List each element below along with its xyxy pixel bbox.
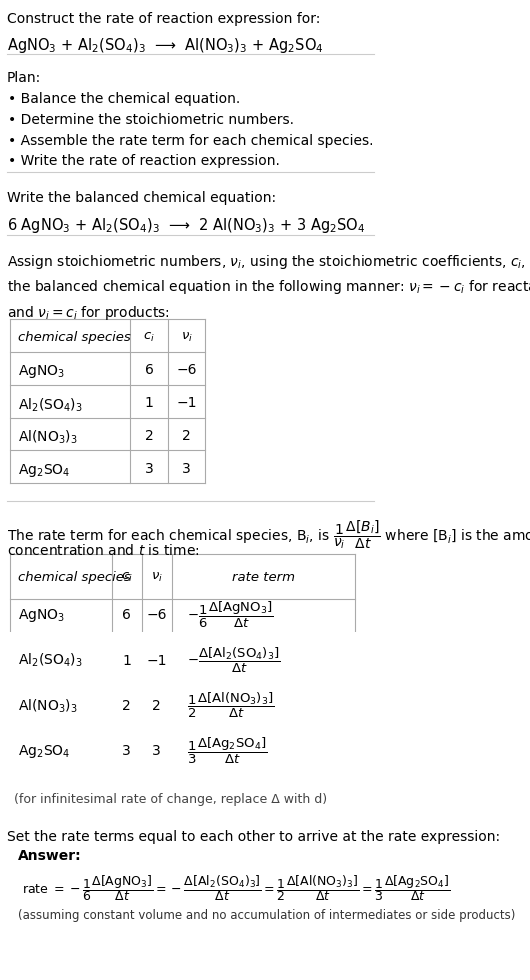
Text: $\nu_i$: $\nu_i$ (181, 330, 192, 344)
Text: AgNO$_3$: AgNO$_3$ (18, 607, 65, 623)
Text: Write the balanced chemical equation:: Write the balanced chemical equation: (6, 191, 276, 205)
Text: Ag$_2$SO$_4$: Ag$_2$SO$_4$ (18, 462, 70, 478)
Text: chemical species: chemical species (18, 330, 130, 344)
Text: $-\dfrac{1}{6}\dfrac{\Delta[\mathrm{AgNO_3}]}{\Delta t}$: $-\dfrac{1}{6}\dfrac{\Delta[\mathrm{AgNO… (187, 600, 273, 630)
Text: 3: 3 (122, 744, 131, 759)
Text: −1: −1 (176, 396, 197, 411)
Text: (for infinitesimal rate of change, replace Δ with d): (for infinitesimal rate of change, repla… (14, 793, 327, 806)
Text: chemical species: chemical species (18, 571, 130, 584)
Text: 3: 3 (145, 462, 153, 475)
Text: Al$_2$(SO$_4$)$_3$: Al$_2$(SO$_4$)$_3$ (18, 396, 83, 414)
Text: Al(NO$_3$)$_3$: Al(NO$_3$)$_3$ (18, 697, 77, 714)
Text: Al(NO$_3$)$_3$: Al(NO$_3$)$_3$ (18, 429, 77, 446)
Text: $c_i$: $c_i$ (121, 571, 132, 584)
Text: $\dfrac{1}{2}\dfrac{\Delta[\mathrm{Al(NO_3)_3}]}{\Delta t}$: $\dfrac{1}{2}\dfrac{\Delta[\mathrm{Al(NO… (187, 691, 274, 720)
Text: concentration and $t$ is time:: concentration and $t$ is time: (6, 544, 199, 559)
Text: 2: 2 (182, 429, 191, 443)
Text: AgNO$_3$ + Al$_2$(SO$_4$)$_3$  ⟶  Al(NO$_3$)$_3$ + Ag$_2$SO$_4$: AgNO$_3$ + Al$_2$(SO$_4$)$_3$ ⟶ Al(NO$_3… (6, 36, 323, 55)
Text: Al$_2$(SO$_4$)$_3$: Al$_2$(SO$_4$)$_3$ (18, 652, 83, 669)
Text: 6: 6 (122, 609, 131, 622)
Text: Construct the rate of reaction expression for:: Construct the rate of reaction expressio… (6, 12, 320, 26)
Text: 2: 2 (145, 429, 153, 443)
FancyBboxPatch shape (5, 840, 376, 933)
Text: AgNO$_3$: AgNO$_3$ (18, 364, 65, 380)
Text: • Determine the stoichiometric numbers.: • Determine the stoichiometric numbers. (8, 113, 294, 127)
Text: $c_i$: $c_i$ (143, 330, 155, 344)
Text: −6: −6 (146, 609, 167, 622)
Text: Plan:: Plan: (6, 72, 41, 85)
Text: $\nu_i$: $\nu_i$ (151, 571, 163, 584)
Text: −1: −1 (146, 654, 167, 667)
Text: 3: 3 (152, 744, 161, 759)
Text: 2: 2 (152, 699, 161, 712)
Text: The rate term for each chemical species, B$_i$, is $\dfrac{1}{\nu_i}\dfrac{\Delt: The rate term for each chemical species,… (6, 518, 530, 551)
Text: (assuming constant volume and no accumulation of intermediates or side products): (assuming constant volume and no accumul… (18, 909, 515, 922)
Text: • Balance the chemical equation.: • Balance the chemical equation. (8, 92, 241, 106)
Text: −6: −6 (176, 364, 197, 377)
Text: Ag$_2$SO$_4$: Ag$_2$SO$_4$ (18, 743, 70, 760)
Text: Assign stoichiometric numbers, $\nu_i$, using the stoichiometric coefficients, $: Assign stoichiometric numbers, $\nu_i$, … (6, 253, 530, 322)
Text: 6 AgNO$_3$ + Al$_2$(SO$_4$)$_3$  ⟶  2 Al(NO$_3$)$_3$ + 3 Ag$_2$SO$_4$: 6 AgNO$_3$ + Al$_2$(SO$_4$)$_3$ ⟶ 2 Al(N… (6, 217, 365, 235)
Text: 2: 2 (122, 699, 131, 712)
Text: $\dfrac{1}{3}\dfrac{\Delta[\mathrm{Ag_2SO_4}]}{\Delta t}$: $\dfrac{1}{3}\dfrac{\Delta[\mathrm{Ag_2S… (187, 736, 267, 766)
Text: 1: 1 (122, 654, 131, 667)
Text: 6: 6 (145, 364, 154, 377)
Text: 3: 3 (182, 462, 191, 475)
Text: rate term: rate term (232, 571, 295, 584)
Text: Answer:: Answer: (18, 850, 82, 863)
Text: 1: 1 (145, 396, 154, 411)
Text: rate $= -\dfrac{1}{6}\dfrac{\Delta[\mathrm{AgNO_3}]}{\Delta t} = -\dfrac{\Delta[: rate $= -\dfrac{1}{6}\dfrac{\Delta[\math… (22, 873, 450, 904)
Text: $-\dfrac{\Delta[\mathrm{Al_2(SO_4)_3}]}{\Delta t}$: $-\dfrac{\Delta[\mathrm{Al_2(SO_4)_3}]}{… (187, 646, 280, 675)
Text: Set the rate terms equal to each other to arrive at the rate expression:: Set the rate terms equal to each other t… (6, 830, 500, 845)
Text: • Assemble the rate term for each chemical species.: • Assemble the rate term for each chemic… (8, 133, 374, 148)
Text: • Write the rate of reaction expression.: • Write the rate of reaction expression. (8, 155, 280, 169)
